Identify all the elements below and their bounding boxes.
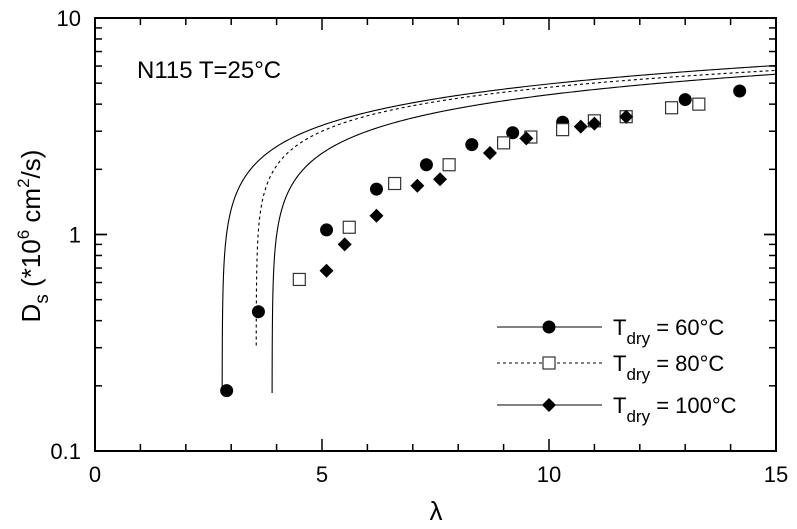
legend-label-series-2: Tdry = 80°C xyxy=(613,351,724,384)
data-point-series-1 xyxy=(251,305,265,319)
legend-marker-series-1 xyxy=(542,320,556,334)
y-tick-label: 1 xyxy=(69,223,81,248)
data-point-series-2 xyxy=(692,97,706,111)
legend-label-main: T xyxy=(613,315,626,340)
legend-label-series-3: Tdry = 100°C xyxy=(613,393,737,426)
data-point-series-2 xyxy=(442,158,456,172)
fit-curve-series-1 xyxy=(221,64,776,395)
y-axis-label-sub: s xyxy=(32,294,53,304)
x-tick-label: 15 xyxy=(764,462,788,487)
data-point-series-1 xyxy=(733,84,747,98)
data-point-series-1 xyxy=(320,223,334,237)
y-axis-label-post: /s) xyxy=(16,150,46,179)
y-axis-label-mid: cm xyxy=(16,188,46,230)
data-point-series-3 xyxy=(482,145,497,160)
data-point-series-2 xyxy=(292,272,306,287)
legend-label-sub: dry xyxy=(626,365,650,384)
data-point-series-3 xyxy=(519,131,534,146)
data-point-series-3 xyxy=(410,178,425,193)
data-point-series-1 xyxy=(465,138,479,152)
data-point-series-2 xyxy=(664,101,679,115)
legend-marker-series-2 xyxy=(542,356,556,370)
x-tick-label: 10 xyxy=(537,462,561,487)
y-axis-label: Ds (*106 cm2/s) xyxy=(14,150,53,323)
data-point-series-3 xyxy=(619,109,634,124)
data-point-series-2 xyxy=(556,123,570,137)
data-point-series-3 xyxy=(369,208,384,223)
y-axis-label-sup2: 2 xyxy=(14,178,33,187)
data-point-series-1 xyxy=(678,93,692,107)
legend-label-rest: = 100°C xyxy=(650,393,737,418)
legend-label-main: T xyxy=(613,393,626,418)
legend-label-main: T xyxy=(613,351,626,376)
fit-curve-series-3 xyxy=(271,73,776,394)
legend-label-rest: = 60°C xyxy=(650,315,724,340)
data-points xyxy=(220,84,747,398)
x-tick-label: 0 xyxy=(89,462,101,487)
data-point-series-3 xyxy=(433,172,448,187)
y-tick-label: 10 xyxy=(57,6,81,31)
legend-label-rest: = 80°C xyxy=(650,351,724,376)
legend-label-sub: dry xyxy=(626,329,650,348)
annotation-text: N115 T=25°C xyxy=(137,57,281,84)
x-axis-label: λ xyxy=(430,496,443,526)
y-axis-label-pre: (*10 xyxy=(16,239,46,294)
data-point-series-1 xyxy=(220,384,234,398)
y-axis-label-main: D xyxy=(16,304,46,323)
x-tick-label: 5 xyxy=(316,462,328,487)
data-point-series-1 xyxy=(369,182,383,196)
legend-label-sub: dry xyxy=(626,407,650,426)
data-point-series-1 xyxy=(506,126,520,140)
data-point-series-2 xyxy=(497,136,511,150)
data-point-series-3 xyxy=(573,119,588,134)
legend-label-series-1: Tdry = 60°C xyxy=(613,315,724,348)
data-point-series-2 xyxy=(342,220,356,234)
fit-curves xyxy=(221,64,776,395)
plot-frame xyxy=(94,17,777,452)
data-point-series-3 xyxy=(319,263,334,278)
y-axis-label-sup: 6 xyxy=(14,230,33,239)
data-point-series-2 xyxy=(388,176,402,191)
data-point-series-1 xyxy=(419,158,433,172)
y-tick-label: 0.1 xyxy=(50,439,81,464)
data-point-series-3 xyxy=(587,116,602,131)
data-point-series-3 xyxy=(337,237,352,252)
fit-curve-series-2 xyxy=(255,69,776,346)
axes-layer: 0 5 10 15 0.1 1 10 xyxy=(50,6,788,487)
legend-marker-series-3 xyxy=(542,398,556,412)
